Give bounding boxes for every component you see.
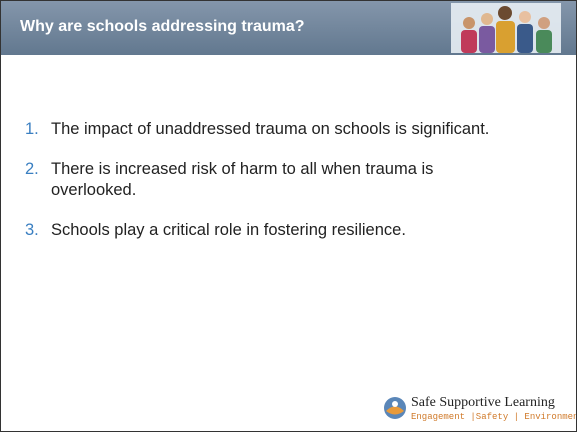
logo-title: Safe Supportive Learning [411, 395, 555, 411]
list-item: 3.Schools play a critical role in foster… [25, 220, 525, 241]
item-text: The impact of unaddressed trauma on scho… [51, 119, 491, 140]
item-text: There is increased risk of harm to all w… [51, 159, 491, 201]
list-item: 1.The impact of unaddressed trauma on sc… [25, 119, 525, 140]
header-bar: Why are schools addressing trauma? [1, 1, 576, 55]
slide: Why are schools addressing trauma? 1.The… [0, 0, 577, 432]
item-number: 3. [25, 220, 51, 241]
item-number: 1. [25, 119, 51, 140]
list-item: 2.There is increased risk of harm to all… [25, 159, 525, 201]
numbered-list: 1.The impact of unaddressed trauma on sc… [25, 119, 525, 260]
logo: Safe Supportive Learning Engagement |Saf… [383, 394, 577, 430]
logo-tagline: Engagement |Safety | Environment [411, 412, 577, 422]
slide-title: Why are schools addressing trauma? [20, 18, 305, 36]
logo-icon [383, 396, 407, 420]
item-text: Schools play a critical role in fosterin… [51, 220, 491, 241]
item-number: 2. [25, 159, 51, 201]
students-photo [451, 3, 561, 53]
